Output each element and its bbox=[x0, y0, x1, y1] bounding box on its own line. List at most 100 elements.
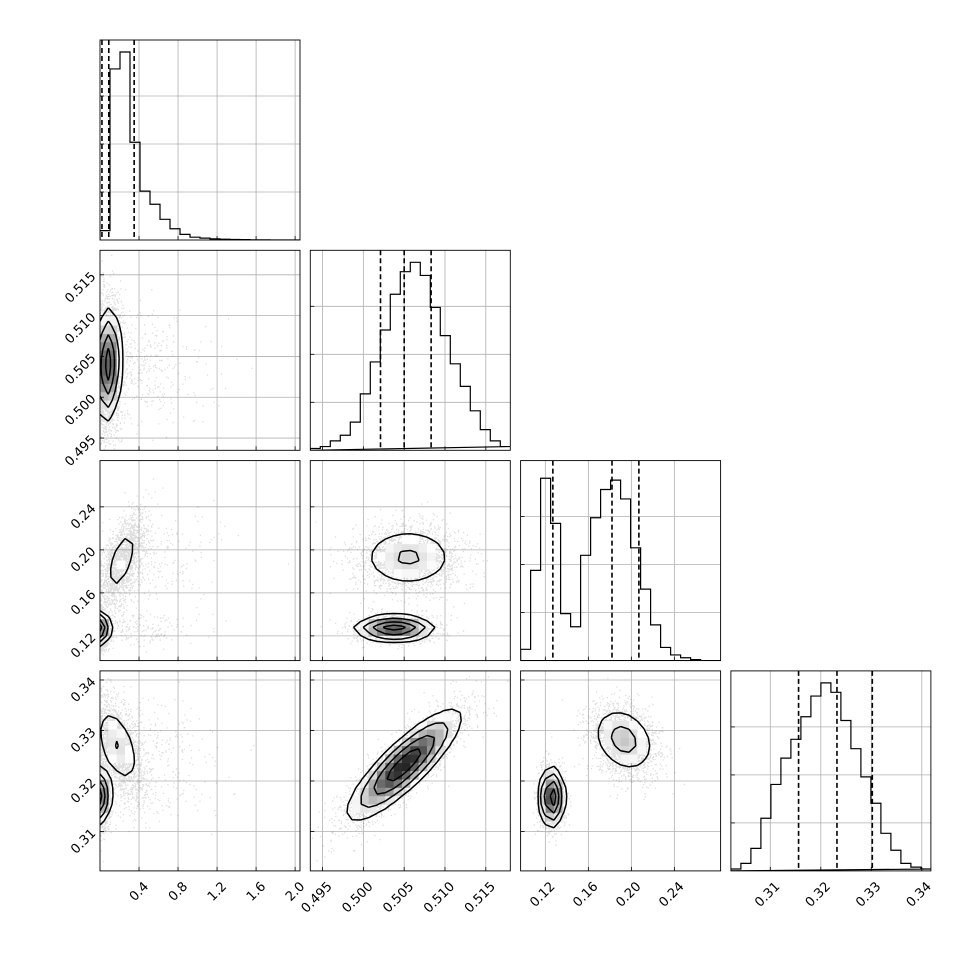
density-cell bbox=[620, 737, 630, 747]
density-cell bbox=[418, 770, 428, 780]
density-cell bbox=[125, 754, 134, 763]
density-cell bbox=[108, 350, 117, 359]
density-cell bbox=[393, 543, 403, 553]
panel-content bbox=[730, 670, 931, 871]
density-cell bbox=[545, 770, 555, 780]
y-tick-label-2-2: 0.20 bbox=[68, 545, 99, 576]
contour-level-3 bbox=[104, 347, 112, 381]
density-cell bbox=[376, 635, 386, 645]
density-cell bbox=[401, 770, 411, 780]
density-cell bbox=[443, 729, 453, 738]
density-cell bbox=[637, 729, 646, 738]
density-cell bbox=[435, 729, 444, 738]
density-cell bbox=[360, 618, 369, 628]
x-tick-label-1-4: 0.515 bbox=[462, 879, 499, 916]
density-cell bbox=[418, 762, 428, 772]
contour-level-2 bbox=[372, 621, 417, 636]
density-cell bbox=[393, 560, 403, 570]
density-cell bbox=[100, 610, 109, 620]
density-cell bbox=[108, 383, 117, 393]
density-cell bbox=[100, 770, 109, 780]
density-cell bbox=[435, 712, 444, 722]
density-cell bbox=[385, 787, 394, 797]
density-cell bbox=[351, 804, 361, 813]
x-tick-label-1-1: 0.500 bbox=[339, 879, 376, 916]
contour-level-2 bbox=[100, 780, 106, 812]
panel-content bbox=[310, 250, 511, 451]
density-cell bbox=[100, 779, 109, 788]
density-cell bbox=[426, 754, 436, 763]
density-cell bbox=[393, 762, 403, 772]
contour-level-1 bbox=[360, 722, 449, 809]
x-tick-label-2-0: 0.12 bbox=[527, 879, 558, 910]
panel-2-0: 0.12 0.16 0.20 0.24 bbox=[68, 460, 301, 662]
density-cell bbox=[418, 729, 428, 738]
density-cell bbox=[116, 341, 126, 351]
contour-level-2 bbox=[100, 334, 116, 395]
density-cell bbox=[125, 745, 134, 755]
contour-level-1 bbox=[100, 740, 120, 819]
density-cell bbox=[553, 770, 563, 780]
density-cell bbox=[612, 737, 621, 747]
density-cell bbox=[612, 745, 621, 755]
density-cell bbox=[108, 400, 117, 409]
density-cell bbox=[393, 568, 403, 578]
density-cell bbox=[100, 375, 109, 384]
density-cell bbox=[426, 560, 436, 570]
density-cell bbox=[376, 552, 386, 561]
density-cell bbox=[351, 795, 361, 805]
panel-frame bbox=[520, 670, 722, 872]
density-cell bbox=[376, 787, 386, 797]
density-cell bbox=[628, 729, 638, 738]
density-cell bbox=[368, 779, 378, 788]
density-cell bbox=[443, 712, 453, 722]
density-cell bbox=[376, 795, 386, 805]
y-tick-label-1-0: 0.495 bbox=[62, 433, 99, 470]
density-cell bbox=[360, 779, 369, 788]
density-cell bbox=[418, 720, 428, 730]
density-cell bbox=[108, 333, 117, 343]
density-cell bbox=[393, 754, 403, 763]
panel-3-2: 0.12 0.16 0.20 0.24 bbox=[520, 670, 722, 910]
density-cell bbox=[426, 737, 436, 747]
density-cell bbox=[108, 391, 117, 401]
histogram-step-2 bbox=[520, 477, 721, 661]
density-cell bbox=[385, 627, 394, 636]
density-cell bbox=[100, 358, 109, 368]
panel-frame bbox=[309, 249, 511, 451]
density-cell bbox=[116, 729, 126, 738]
density-cell bbox=[410, 770, 419, 780]
density-cell bbox=[401, 779, 411, 788]
density-cell bbox=[393, 745, 403, 755]
scatter-points bbox=[532, 677, 686, 846]
density-cell bbox=[401, 568, 411, 578]
x-tick-label-0-1: 0.8 bbox=[166, 879, 191, 904]
density-cell bbox=[385, 770, 394, 780]
histogram-step-0 bbox=[100, 51, 300, 240]
density-cell bbox=[628, 745, 638, 755]
x-tick-label-2-3: 0.24 bbox=[656, 879, 687, 910]
x-tick-label-3-2: 0.33 bbox=[853, 879, 884, 910]
panel-frame bbox=[730, 670, 932, 872]
density-cell bbox=[401, 762, 411, 772]
density-cell bbox=[410, 543, 419, 553]
density-cell bbox=[385, 560, 394, 570]
density-cell bbox=[628, 754, 638, 763]
density-cell bbox=[410, 552, 419, 561]
y-tick-label-1-1: 0.500 bbox=[62, 392, 99, 429]
density-cell bbox=[368, 795, 378, 805]
y-tick-label-2-0: 0.12 bbox=[68, 631, 99, 662]
density-cell bbox=[100, 812, 109, 822]
y-tick-label-2-1: 0.16 bbox=[68, 588, 99, 619]
density-cell bbox=[100, 366, 109, 376]
density-cell bbox=[401, 543, 411, 553]
density-cell bbox=[553, 812, 563, 822]
contour-level-0 bbox=[100, 714, 136, 826]
panel-2-1 bbox=[309, 460, 511, 662]
density-cell bbox=[603, 729, 613, 738]
density-cell bbox=[108, 729, 117, 738]
density-cell bbox=[418, 627, 428, 636]
density-cell bbox=[108, 720, 117, 730]
x-tick-label-1-0: 0.495 bbox=[299, 879, 336, 916]
density-cell bbox=[418, 737, 428, 747]
